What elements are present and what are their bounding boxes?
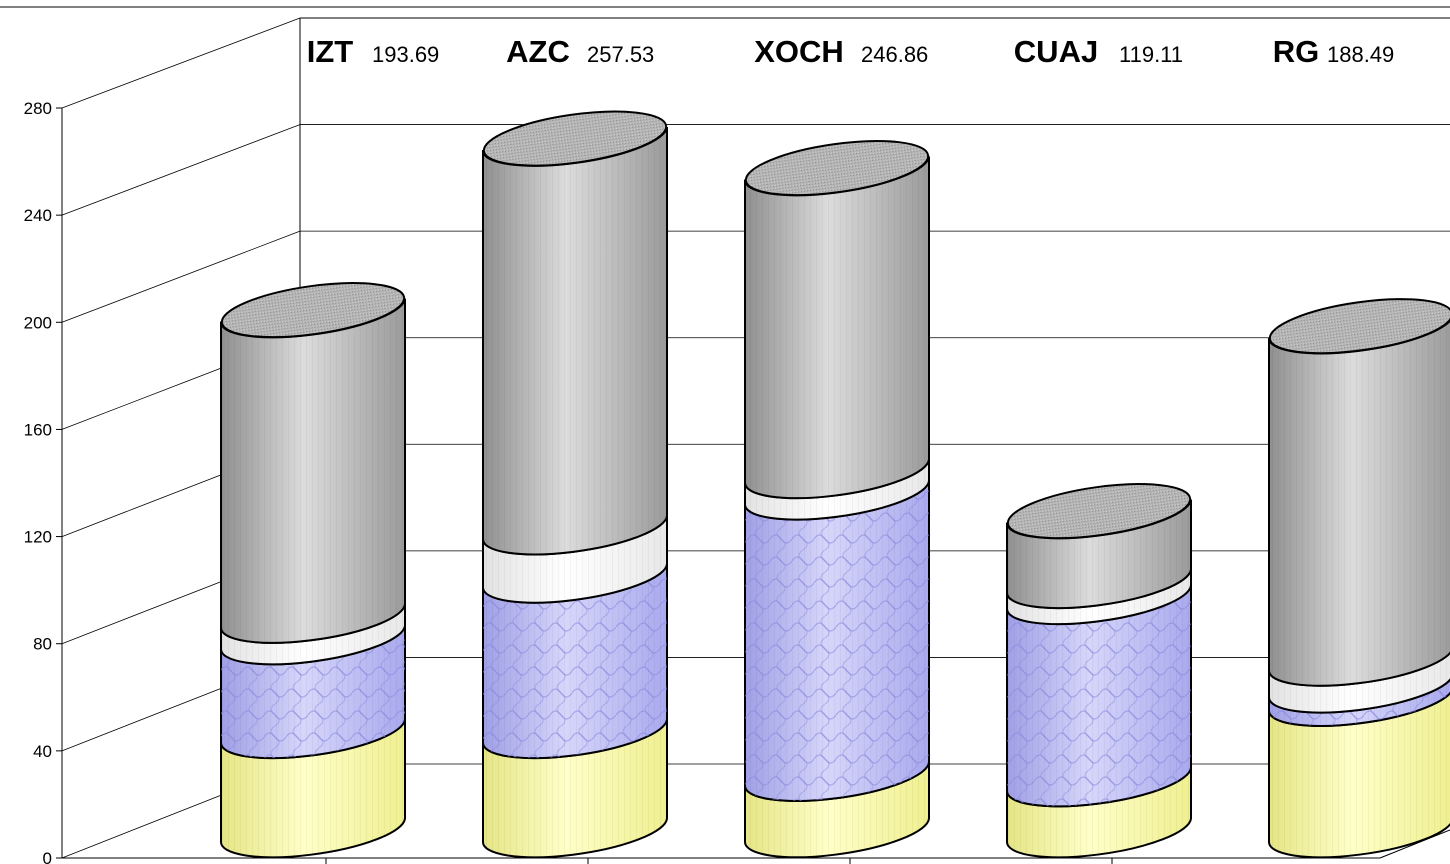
- floor-right-edge: [1379, 829, 1450, 859]
- side-wall-line: [61, 17, 301, 109]
- bar-segment-shading: [1006, 585, 1191, 807]
- category-code-label: XOCH: [754, 34, 844, 69]
- bar-segment-shading: [744, 762, 929, 858]
- y-tick-label: 240: [24, 206, 52, 225]
- category-code-label: IZT: [307, 34, 354, 69]
- category-total-label: 257.53: [587, 42, 654, 67]
- side-wall-line: [61, 124, 301, 216]
- bar-segment-shading: [1006, 767, 1191, 858]
- bar-segment-shading: [1006, 569, 1191, 625]
- bar-segment-shading: [482, 719, 667, 858]
- bar-segment-shading: [1268, 679, 1450, 726]
- category-code-label: CUAJ: [1014, 34, 1098, 69]
- bar-segment-shading: [744, 156, 929, 499]
- cylinder-azc: [481, 110, 668, 859]
- bar-segment-shading: [744, 480, 929, 801]
- bar-segment-shading: [482, 515, 667, 603]
- cylinder-top-cap: [1268, 298, 1450, 355]
- bar-segment-shading: [1268, 652, 1450, 713]
- category-total-label: 193.69: [372, 42, 439, 67]
- category-total-label: 246.86: [861, 42, 928, 67]
- bar-segment-shading: [744, 459, 929, 520]
- bar-segment-shading: [1268, 320, 1450, 686]
- cylinder-izt: [219, 282, 406, 859]
- category-code-label: AZC: [506, 34, 570, 69]
- y-tick-label: 200: [24, 313, 52, 332]
- cylinder-top-cap: [220, 282, 406, 339]
- bar-segment-shading: [220, 298, 405, 643]
- bar-segment-shading: [220, 625, 405, 759]
- y-tick-label: 160: [24, 420, 52, 439]
- y-tick-label: 80: [33, 635, 52, 654]
- bar-segment-shading: [482, 127, 667, 555]
- bar-segment-shading: [1268, 693, 1450, 858]
- category-total-label: 188.49: [1327, 42, 1394, 67]
- side-wall-line: [61, 230, 301, 323]
- y-tick-label: 280: [24, 99, 52, 118]
- category-code-label: RG: [1273, 34, 1320, 69]
- y-tick-label: 40: [33, 742, 52, 761]
- cylinder-top-cap: [482, 110, 668, 167]
- cylinder-top-cap: [744, 140, 930, 197]
- cylinder-cuaj: [1005, 483, 1192, 859]
- cylinder-rg: [1267, 298, 1450, 859]
- y-tick-label: 120: [24, 528, 52, 547]
- y-tick-label: 0: [43, 849, 52, 864]
- cylinder-top-cap: [1006, 483, 1192, 540]
- bar-segment-shading: [482, 563, 667, 759]
- bar-segment-shading: [220, 719, 405, 858]
- cylinder-xoch: [743, 140, 930, 859]
- bar-segment-shading: [220, 604, 405, 665]
- category-total-label: 119.11: [1119, 42, 1183, 67]
